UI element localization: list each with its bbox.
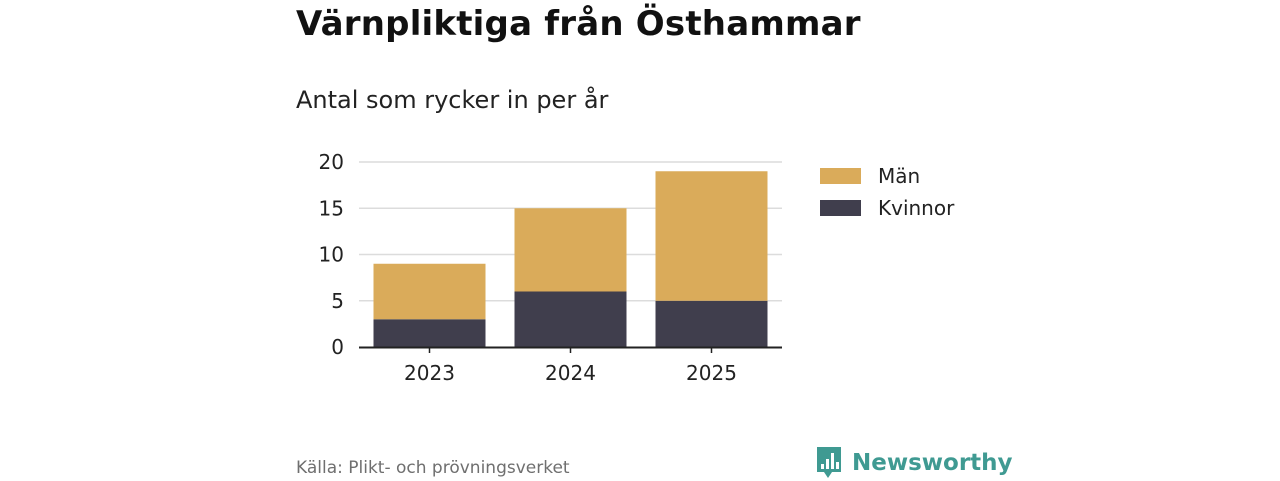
x-tick-label-2024: 2024 xyxy=(545,361,596,385)
y-tick-label-20: 20 xyxy=(319,150,344,174)
stacked-bar-chart: 0 5 10 15 20 2023 2024 2025 Män Kvinnor xyxy=(319,150,956,385)
y-tick-label-10: 10 xyxy=(319,243,344,267)
bar-m-n-2025 xyxy=(655,171,768,301)
y-tick-label-15: 15 xyxy=(319,196,344,220)
bar-kvinnor-2024 xyxy=(514,291,627,347)
legend-swatch-kvinnor xyxy=(820,200,861,216)
y-tick-label-0: 0 xyxy=(331,335,344,359)
legend-label-m-n: Män xyxy=(878,164,920,188)
bar-m-n-2023 xyxy=(373,263,486,320)
x-tick-labels: 2023 2024 2025 xyxy=(404,361,737,385)
brand-name: Newsworthy xyxy=(852,450,1013,476)
x-tick-marks xyxy=(428,347,713,353)
chart-subtitle: Antal som rycker in per år xyxy=(296,86,609,114)
y-tick-label-5: 5 xyxy=(331,289,344,313)
bar-kvinnor-2025 xyxy=(655,300,768,347)
source-note: Källa: Plikt- och prövningsverket xyxy=(296,458,570,478)
bars xyxy=(373,171,768,347)
brand[interactable]: Newsworthy xyxy=(815,445,1013,481)
bar-m-n-2024 xyxy=(514,208,627,292)
legend-label-kvinnor: Kvinnor xyxy=(878,196,955,220)
x-tick-label-2023: 2023 xyxy=(404,361,455,385)
legend: Män Kvinnor xyxy=(820,164,955,220)
bar-kvinnor-2023 xyxy=(373,319,486,347)
y-tick-labels: 0 5 10 15 20 xyxy=(319,150,344,359)
newsworthy-logo-icon xyxy=(817,447,841,478)
legend-swatch-m-n xyxy=(820,168,861,184)
x-tick-label-2025: 2025 xyxy=(686,361,737,385)
chart-title: Värnpliktiga från Östhammar xyxy=(296,4,861,44)
